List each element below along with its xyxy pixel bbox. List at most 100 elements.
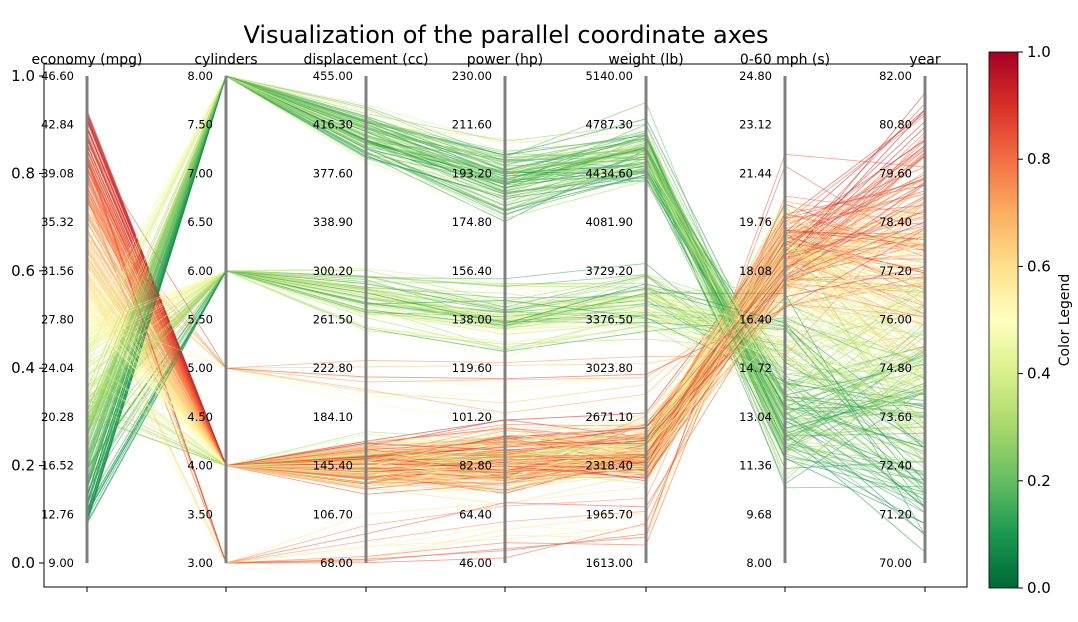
axis-tick-label: 78.40 [879,215,912,229]
axis-tick-label: 338.90 [313,215,353,229]
axis-name: displacement (cc) [303,52,428,68]
colorbar-tick-label: 0.0 [1027,579,1051,597]
axis-tick-label: 3729.20 [585,264,633,278]
axis-tick-label: 13.04 [739,410,772,424]
colorbar-tick-label: 1.0 [1027,43,1051,61]
axis-tick-label: 4.00 [187,459,213,473]
axis-name: power (hp) [467,52,543,68]
axis-tick-label: 145.40 [313,459,353,473]
colorbar-tick-label: 0.8 [1027,150,1051,168]
axis-tick-label: 138.00 [452,313,492,327]
axis-tick-label: 2318.40 [585,459,633,473]
axis-tick-label: 7.00 [187,166,213,180]
x-axis-ticks [86,587,926,592]
axis-tick-label: 106.70 [313,507,353,521]
axis-name: year [909,52,940,68]
axis-tick-label: 68.00 [320,556,353,570]
colorbar-title: Color Legend [1057,274,1073,366]
axis-name: cylinders [194,52,257,68]
axis-tick-label: 71.20 [879,507,912,521]
axis-tick-label: 18.08 [739,264,772,278]
axis-tick-label: 2671.10 [585,410,633,424]
axis-tick-label: 24.80 [739,69,772,83]
axis-tick-label: 79.60 [879,166,912,180]
colorbar-tick-label: 0.6 [1027,257,1051,275]
axis-tick-label: 4787.30 [585,118,633,132]
y-tick-label: 0.8 [11,164,35,182]
axis-tick-label: 4434.60 [585,166,633,180]
axis-tick-label: 77.20 [879,264,912,278]
axis-tick-label: 35.32 [41,215,74,229]
axis-tick-label: 3.00 [187,556,213,570]
colorbar: Color Legend 0.0 0.2 0.4 0.6 0.8 1.0 [988,43,1073,597]
chart-title: Visualization of the parallel coordinate… [244,21,769,49]
axis-tick-label: 416.30 [313,118,353,132]
axis-tick-label: 23.12 [739,118,772,132]
axis-tick-label: 20.28 [41,410,74,424]
y-axis: 0.0 0.2 0.4 0.6 0.8 1.0 [11,67,44,572]
axis-tick-label: 19.76 [739,215,772,229]
axis-tick-label: 222.80 [313,361,353,375]
axis-tick-label: 12.76 [41,507,74,521]
axis-tick-label: 174.80 [452,215,492,229]
axis-tick-label: 230.00 [452,69,492,83]
colorbar-tick-label: 0.2 [1027,472,1051,490]
y-tick-label: 0.6 [11,262,35,280]
axis-tick-label: 46.00 [459,556,492,570]
y-tick-label: 0.2 [11,457,35,475]
axis-tick-label: 6.50 [187,215,213,229]
axis-tick-label: 261.50 [313,313,353,327]
colorbar-tick-label: 0.4 [1027,365,1051,383]
axis-tick-label: 9.00 [48,556,74,570]
axis-tick-label: 80.80 [879,118,912,132]
axis-tick-label: 64.40 [459,507,492,521]
axis-tick-label: 21.44 [739,166,772,180]
y-tick-label: 0.0 [11,554,35,572]
axis-tick-label: 82.80 [459,459,492,473]
axis-name: weight (lb) [608,52,683,68]
axis-tick-label: 4081.90 [585,215,633,229]
axis-tick-label: 3.50 [187,507,213,521]
axis-tick-label: 300.20 [313,264,353,278]
axis-tick-label: 193.20 [452,166,492,180]
axis-tick-label: 31.56 [41,264,74,278]
axis-tick-label: 156.40 [452,264,492,278]
colorbar-gradient [988,51,1019,589]
axis-tick-label: 27.80 [41,313,74,327]
axis-tick-label: 70.00 [879,556,912,570]
axis-tick-label: 4.50 [187,410,213,424]
y-tick-label: 1.0 [11,67,35,85]
axis-tick-label: 73.60 [879,410,912,424]
axis-name: 0-60 mph (s) [740,52,830,68]
axis-tick-label: 14.72 [739,361,772,375]
axis-tick-label: 3376.50 [585,313,633,327]
axis-tick-label: 9.68 [746,507,772,521]
axis-tick-label: 1613.00 [585,556,633,570]
axis-tick-label: 101.20 [452,410,492,424]
axis-tick-label: 3023.80 [585,361,633,375]
axis-tick-label: 82.00 [879,69,912,83]
axis-tick-label: 8.00 [187,69,213,83]
axis-tick-label: 5.50 [187,313,213,327]
axis-tick-label: 7.50 [187,118,213,132]
axis-tick-label: 8.00 [746,556,772,570]
axis-tick-label: 16.52 [41,459,74,473]
axis-tick-label: 72.40 [879,459,912,473]
axis-tick-label: 1965.70 [585,507,633,521]
axis-tick-label: 24.04 [41,361,74,375]
parallel-axes: economy (mpg) 9.00 12.76 16.52 20.28 24.04 27.… [31,52,940,570]
axis-tick-label: 11.36 [739,459,772,473]
axis-tick-label: 377.60 [313,166,353,180]
axis-tick-label: 184.10 [313,410,353,424]
axis-tick-label: 5140.00 [585,69,633,83]
axis-tick-label: 39.08 [41,166,74,180]
axis-tick-label: 42.84 [41,118,74,132]
axis-tick-label: 46.60 [41,69,74,83]
axis-tick-label: 119.60 [452,361,492,375]
axis-tick-label: 455.00 [313,69,353,83]
axis-tick-label: 211.60 [452,118,492,132]
axis-tick-label: 5.00 [187,361,213,375]
axis-tick-label: 6.00 [187,264,213,278]
axis-tick-label: 16.40 [739,313,772,327]
axis-tick-label: 74.80 [879,361,912,375]
